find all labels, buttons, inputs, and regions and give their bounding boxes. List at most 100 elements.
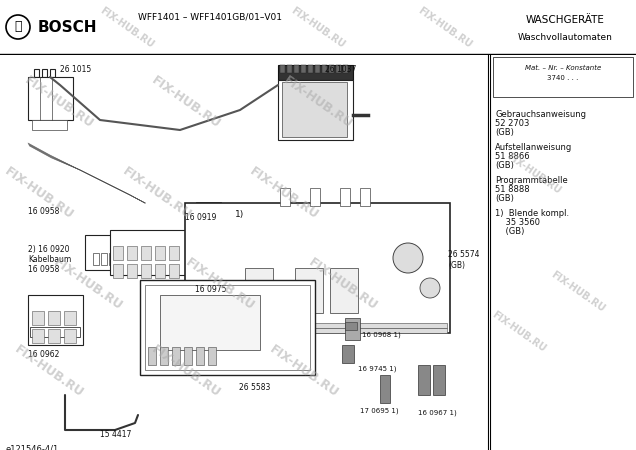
Bar	[308, 65, 313, 73]
Bar	[196, 347, 204, 365]
Bar	[48, 311, 60, 325]
Text: FIX-HUB.RU: FIX-HUB.RU	[289, 5, 347, 50]
Bar	[282, 82, 347, 137]
Bar	[169, 264, 179, 278]
Text: 26 1015: 26 1015	[60, 65, 91, 74]
Bar	[184, 347, 192, 365]
Bar	[93, 253, 99, 265]
Text: WASCHGERÄTE: WASCHGERÄTE	[525, 15, 604, 25]
Text: FIX-HUB.RU: FIX-HUB.RU	[490, 309, 548, 354]
Bar	[294, 65, 299, 73]
Text: Ⓑ: Ⓑ	[14, 21, 22, 33]
Text: 26 5583: 26 5583	[239, 383, 271, 392]
Bar	[360, 188, 370, 206]
Text: 51 8888: 51 8888	[495, 185, 530, 194]
Text: 16 9745 1): 16 9745 1)	[358, 365, 396, 372]
Text: FIX-HUB.RU: FIX-HUB.RU	[149, 342, 223, 400]
Text: FIX-HUB.RU: FIX-HUB.RU	[99, 5, 156, 50]
Bar	[278, 65, 353, 80]
Bar	[188, 328, 447, 333]
Text: Programmtabelle: Programmtabelle	[495, 176, 568, 185]
Text: FIX-HUB.RU: FIX-HUB.RU	[282, 74, 356, 131]
Bar	[141, 246, 151, 260]
Bar	[280, 188, 290, 206]
Text: FIX-HUB.RU: FIX-HUB.RU	[22, 74, 95, 131]
Text: (GB): (GB)	[495, 194, 514, 203]
Bar	[343, 65, 348, 73]
Bar	[48, 329, 60, 343]
Bar	[64, 329, 76, 343]
Text: 16 0962: 16 0962	[28, 350, 59, 359]
Text: 35 3560: 35 3560	[495, 218, 540, 227]
Text: FIX-HUB.RU: FIX-HUB.RU	[267, 342, 341, 400]
Bar	[34, 69, 39, 77]
Circle shape	[420, 278, 440, 298]
Bar	[28, 77, 73, 120]
Bar	[145, 285, 310, 370]
Text: FIX-HUB.RU: FIX-HUB.RU	[52, 256, 125, 313]
Bar	[345, 322, 357, 330]
Text: (GB): (GB)	[495, 227, 524, 236]
Bar	[301, 65, 306, 73]
Text: FIX-HUB.RU: FIX-HUB.RU	[184, 256, 258, 313]
Bar	[315, 65, 320, 73]
Bar	[42, 69, 47, 77]
Bar	[110, 230, 190, 275]
Bar	[287, 65, 292, 73]
Bar	[85, 235, 113, 270]
Bar	[113, 246, 123, 260]
Text: 2) 16 0920: 2) 16 0920	[28, 245, 69, 254]
Bar	[185, 203, 450, 333]
Text: 16 0967 1): 16 0967 1)	[418, 410, 457, 417]
Bar	[418, 365, 430, 395]
Text: 3740 . . .: 3740 . . .	[548, 75, 579, 81]
Bar	[32, 329, 44, 343]
Bar	[380, 375, 390, 403]
Text: 52 2703: 52 2703	[495, 119, 529, 128]
Bar	[322, 65, 327, 73]
Text: 15 4417: 15 4417	[100, 430, 132, 439]
Text: FIX-HUB.RU: FIX-HUB.RU	[149, 74, 223, 131]
Text: Gebrauchsanweisung: Gebrauchsanweisung	[495, 110, 586, 119]
Bar	[64, 311, 76, 325]
Bar	[28, 295, 83, 345]
Bar	[196, 202, 221, 217]
Text: 16 0968 1): 16 0968 1)	[362, 332, 401, 338]
Bar	[278, 80, 353, 140]
Text: 16 0975: 16 0975	[195, 285, 226, 294]
Bar	[101, 253, 107, 265]
Text: FIX-HUB.RU: FIX-HUB.RU	[3, 165, 76, 222]
Text: FIX-HUB.RU: FIX-HUB.RU	[247, 165, 321, 222]
Text: 51 8866: 51 8866	[495, 152, 530, 161]
Bar	[493, 57, 633, 97]
Text: 17 0695 1): 17 0695 1)	[360, 407, 399, 414]
Bar	[148, 347, 156, 365]
Text: 26 1037: 26 1037	[325, 65, 356, 74]
Bar	[336, 65, 341, 73]
Bar	[208, 347, 216, 365]
Text: 16 0958: 16 0958	[28, 207, 59, 216]
Text: (GB): (GB)	[495, 128, 514, 137]
Text: FIX-HUB.RU: FIX-HUB.RU	[505, 151, 563, 196]
Bar	[433, 365, 445, 395]
Circle shape	[393, 243, 423, 273]
Bar	[127, 264, 137, 278]
Bar	[50, 69, 55, 77]
Bar	[188, 323, 447, 328]
Bar	[172, 347, 180, 365]
Bar	[210, 257, 228, 275]
Bar	[32, 311, 44, 325]
Bar	[30, 327, 80, 337]
Bar	[329, 65, 334, 73]
Text: FIX-HUB.RU: FIX-HUB.RU	[12, 342, 86, 400]
Bar	[310, 188, 320, 206]
Text: 1): 1)	[235, 210, 244, 219]
Bar	[342, 345, 354, 363]
Text: e121546-4/1: e121546-4/1	[5, 445, 59, 450]
Text: Kabelbaum: Kabelbaum	[28, 255, 71, 264]
Bar	[280, 65, 285, 73]
Bar	[330, 268, 358, 313]
Text: Waschvollautomaten: Waschvollautomaten	[518, 32, 612, 41]
Text: FIX-HUB.RU: FIX-HUB.RU	[549, 270, 606, 314]
Bar	[193, 205, 225, 230]
